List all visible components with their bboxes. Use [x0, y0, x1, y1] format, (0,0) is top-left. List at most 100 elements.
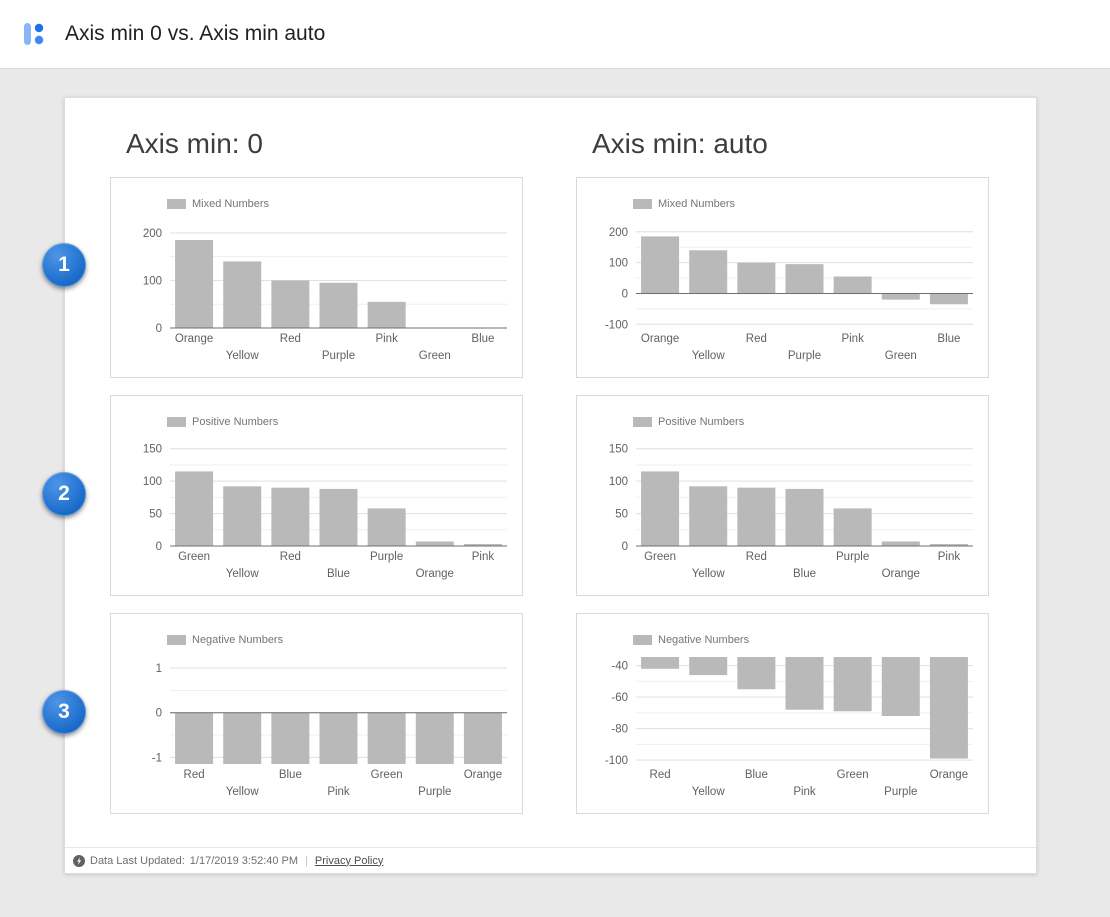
- column-title-axis-min-0: Axis min: 0: [126, 128, 263, 159]
- svg-text:-80: -80: [611, 724, 628, 736]
- last-updated-label: Data Last Updated:: [90, 854, 185, 867]
- bar-chart-plot: 1 0 -1 Red Yellow Blue Pink Green Purple Orange: [152, 663, 507, 798]
- svg-text:0: 0: [156, 708, 162, 720]
- svg-text:Yellow: Yellow: [226, 568, 260, 580]
- data-studio-logo-icon: [20, 19, 50, 49]
- svg-text:Yellow: Yellow: [692, 568, 726, 580]
- svg-text:200: 200: [143, 228, 162, 240]
- svg-text:Green: Green: [178, 551, 210, 563]
- chart-legend: Mixed Numbers: [633, 198, 980, 210]
- legend-swatch-icon: [167, 417, 186, 427]
- chart-legend: Positive Numbers: [633, 416, 980, 428]
- bar-chart-plot: 200 100 0 Orange Yellow Red Purple Pink Green Blu…: [143, 228, 507, 362]
- legend-label: Negative Numbers: [192, 634, 284, 646]
- svg-text:100: 100: [143, 275, 162, 287]
- footer-separator: |: [305, 854, 308, 867]
- chart-legend: Negative Numbers: [167, 634, 514, 646]
- svg-text:0: 0: [156, 323, 162, 335]
- chart-negative-numbers-min0: Negative Numbers 1 0 -1 Red Yellow Blue Pink Gr…: [110, 613, 523, 814]
- svg-text:Blue: Blue: [793, 568, 816, 580]
- chart-positive-numbers-min0: Positive Numbers 150 100 50 0 Green Yellow Red…: [110, 395, 523, 596]
- svg-text:-100: -100: [605, 319, 628, 331]
- svg-text:-100: -100: [605, 755, 628, 767]
- svg-text:Red: Red: [650, 769, 671, 781]
- svg-text:Green: Green: [644, 551, 676, 563]
- report-title: Axis min 0 vs. Axis min auto: [65, 22, 326, 45]
- annotation-badge-3: 3: [42, 690, 86, 734]
- svg-text:0: 0: [156, 541, 162, 553]
- svg-text:Green: Green: [885, 350, 917, 362]
- annotation-badge-1: 1: [42, 243, 86, 287]
- svg-text:50: 50: [615, 509, 628, 521]
- svg-text:Pink: Pink: [327, 786, 350, 798]
- svg-text:Red: Red: [746, 333, 767, 345]
- svg-text:Purple: Purple: [836, 551, 869, 563]
- legend-swatch-icon: [633, 199, 652, 209]
- last-updated-value: 1/17/2019 3:52:40 PM: [189, 854, 299, 867]
- charts-grid: Axis min: 0 Axis min: auto Mixed Numbers…: [65, 98, 1036, 847]
- last-updated-icon: [73, 854, 85, 867]
- svg-text:Pink: Pink: [375, 333, 398, 345]
- report-canvas: Axis min: 0 Axis min: auto Mixed Numbers…: [64, 97, 1037, 874]
- svg-text:Orange: Orange: [464, 769, 502, 781]
- svg-text:-40: -40: [611, 661, 628, 673]
- chart-mixed-numbers-min0: Mixed Numbers 200 100 0 Orange Yellow Red Purp…: [110, 177, 523, 378]
- legend-label: Mixed Numbers: [658, 198, 736, 210]
- svg-text:-60: -60: [611, 692, 628, 704]
- svg-text:Green: Green: [371, 769, 403, 781]
- svg-text:Purple: Purple: [788, 350, 821, 362]
- svg-text:Blue: Blue: [279, 769, 302, 781]
- chart-positive-numbers-auto: Positive Numbers 150 100 50 0 Green Yellow Red…: [576, 395, 989, 596]
- svg-text:200: 200: [609, 227, 628, 239]
- legend-swatch-icon: [633, 417, 652, 427]
- legend-label: Positive Numbers: [658, 416, 745, 428]
- bar-chart-plot: -40 -60 -80 -100 Red Yellow Blue Pink Green Purpl…: [605, 657, 973, 798]
- svg-text:100: 100: [609, 258, 628, 270]
- svg-text:0: 0: [622, 541, 628, 553]
- svg-text:Orange: Orange: [175, 333, 213, 345]
- svg-text:0: 0: [622, 288, 628, 300]
- svg-text:Yellow: Yellow: [226, 350, 260, 362]
- svg-text:Purple: Purple: [322, 350, 355, 362]
- svg-text:150: 150: [609, 444, 628, 456]
- svg-text:50: 50: [149, 509, 162, 521]
- svg-text:Orange: Orange: [930, 769, 968, 781]
- svg-text:Red: Red: [280, 333, 301, 345]
- annotation-badge-2: 2: [42, 472, 86, 516]
- svg-text:Green: Green: [419, 350, 451, 362]
- svg-text:100: 100: [143, 476, 162, 488]
- report-page: Axis min: 0 Axis min: auto Mixed Numbers…: [0, 69, 1110, 874]
- bar-chart-plot: 150 100 50 0 Green Yellow Red Blue Purple Orange P…: [143, 444, 507, 580]
- svg-text:150: 150: [143, 444, 162, 456]
- legend-swatch-icon: [633, 635, 652, 645]
- chart-mixed-numbers-auto: Mixed Numbers 200 100 0 -100 Orange Yellow Red…: [576, 177, 989, 378]
- svg-text:Pink: Pink: [793, 786, 816, 798]
- legend-swatch-icon: [167, 635, 186, 645]
- chart-negative-numbers-auto: Negative Numbers -40 -60 -80 -100 Red Yellow B…: [576, 613, 989, 814]
- chart-legend: Mixed Numbers: [167, 198, 514, 210]
- svg-text:100: 100: [609, 476, 628, 488]
- svg-text:Blue: Blue: [327, 568, 350, 580]
- svg-text:Green: Green: [837, 769, 869, 781]
- chart-legend: Negative Numbers: [633, 634, 980, 646]
- svg-text:Blue: Blue: [937, 333, 960, 345]
- legend-label: Negative Numbers: [658, 634, 750, 646]
- svg-text:Pink: Pink: [841, 333, 864, 345]
- svg-text:Purple: Purple: [884, 786, 917, 798]
- privacy-policy-link[interactable]: Privacy Policy: [314, 854, 384, 867]
- svg-text:Orange: Orange: [882, 568, 920, 580]
- bar-chart-plot: 150 100 50 0 Green Yellow Red Blue Purple Orange P…: [609, 444, 973, 580]
- legend-swatch-icon: [167, 199, 186, 209]
- svg-text:Yellow: Yellow: [692, 786, 726, 798]
- svg-text:Pink: Pink: [938, 551, 961, 563]
- svg-text:Red: Red: [746, 551, 767, 563]
- legend-label: Positive Numbers: [192, 416, 279, 428]
- svg-text:Pink: Pink: [472, 551, 495, 563]
- svg-text:Blue: Blue: [471, 333, 494, 345]
- legend-label: Mixed Numbers: [192, 198, 270, 210]
- svg-text:Purple: Purple: [370, 551, 403, 563]
- svg-text:Red: Red: [280, 551, 301, 563]
- svg-text:1: 1: [156, 663, 162, 675]
- svg-text:Red: Red: [184, 769, 205, 781]
- column-title-axis-min-auto: Axis min: auto: [592, 128, 768, 159]
